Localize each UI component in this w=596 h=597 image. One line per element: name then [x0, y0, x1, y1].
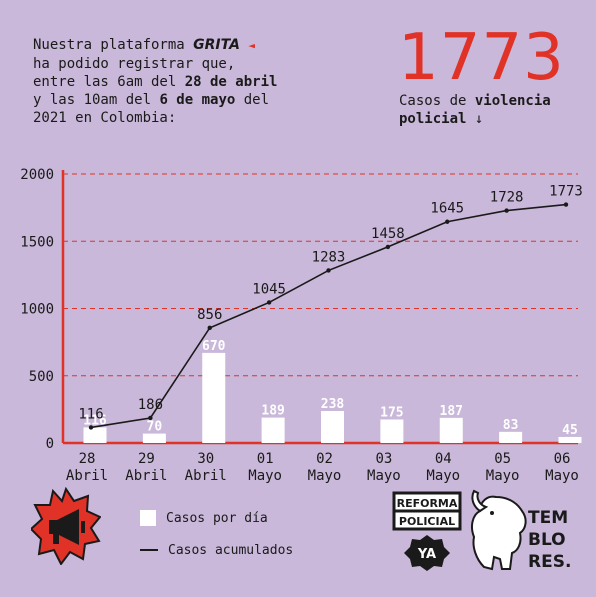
- legend-bar-swatch: [140, 510, 156, 526]
- megaphone-badge-icon: [31, 487, 101, 565]
- cumulative-point: [266, 300, 272, 305]
- x-tick-label: 06: [554, 451, 571, 467]
- bar-value-label: 238: [321, 397, 345, 412]
- cumulative-value-label: 1773: [549, 184, 583, 200]
- x-tick-label: 05: [494, 451, 511, 467]
- x-tick-label: 30: [197, 451, 214, 467]
- intro-line-4c: del: [235, 92, 270, 108]
- x-tick-label: Mayo: [367, 468, 401, 484]
- bar: [499, 431, 523, 443]
- bar-value-label: 187: [440, 404, 463, 419]
- x-tick-label: Mayo: [545, 468, 579, 484]
- y-tick-label: 0: [46, 436, 54, 452]
- reforma-policial-logo: REFORMA POLICIAL YA: [392, 491, 462, 571]
- cumulative-point: [563, 202, 569, 207]
- bar-value-label: 116: [83, 413, 107, 428]
- x-tick-label: Abril: [185, 468, 227, 484]
- legend-item-line: Casos acumulados: [140, 540, 293, 560]
- cumulative-point: [326, 268, 331, 273]
- intro-line-3a: entre las 6am del: [33, 74, 185, 90]
- y-tick-label: 2000: [20, 167, 54, 183]
- legend-bars-label: Casos por día: [166, 510, 268, 526]
- cumulative-point: [148, 415, 153, 421]
- bar: [321, 410, 344, 443]
- x-tick-label: 02: [316, 451, 333, 467]
- bar: [558, 436, 582, 443]
- x-tick-label: 01: [257, 451, 274, 467]
- legend-line-label: Casos acumulados: [168, 542, 294, 558]
- start-date: 28 de abril: [184, 74, 278, 90]
- x-tick-label: 03: [375, 451, 392, 467]
- cumulative-value-label: 1458: [371, 226, 405, 242]
- cumulative-point: [504, 208, 509, 213]
- bar-value-label: 189: [261, 404, 284, 419]
- caption-b: violencia policial: [399, 93, 551, 127]
- intro-text: Nuestra plataforma GRITA ◄ ha podido reg…: [33, 36, 363, 127]
- cumulative-point: [207, 325, 212, 331]
- bar-value-label: 83: [503, 418, 519, 433]
- svg-text:REFORMA: REFORMA: [397, 497, 458, 510]
- caption-a: Casos de: [399, 93, 475, 109]
- temblores-logo: TEM BLO RES.: [471, 489, 571, 572]
- y-tick-label: 1500: [20, 234, 54, 250]
- x-tick-label: Abril: [125, 468, 167, 484]
- bar: [261, 417, 285, 443]
- intro-line-4a: y las 10am del: [33, 92, 160, 108]
- x-tick-label: Abril: [66, 468, 108, 484]
- intro-line-1: Nuestra plataforma: [33, 37, 194, 53]
- cumulative-line: [90, 203, 567, 429]
- intro-line-2: ha podido registrar que,: [33, 56, 236, 72]
- down-arrow-icon: ↓: [474, 111, 484, 127]
- cumulative-value-label: 116: [78, 406, 103, 422]
- x-tick-label: 28: [79, 451, 96, 467]
- cumulative-value-label: 856: [197, 307, 222, 323]
- legend-item-bars: Casos por día: [140, 508, 293, 528]
- cumulative-value-label: 1283: [312, 249, 346, 265]
- svg-text:YA: YA: [417, 547, 436, 562]
- grita-brand: GRITA: [193, 37, 240, 53]
- cases-chart: 0 500 1000 1500 2000 116 70 670 189 238 175 187 83 45…: [20, 167, 583, 484]
- bar: [202, 352, 226, 443]
- temblores-line-3: RES.: [528, 552, 571, 572]
- cumulative-value-label: 186: [138, 397, 163, 413]
- x-tick-label: 29: [138, 451, 155, 467]
- svg-text:POLICIAL: POLICIAL: [399, 515, 455, 528]
- bar: [439, 417, 463, 443]
- cumulative-value-label: 1728: [490, 190, 524, 206]
- x-tick-label: Mayo: [426, 468, 460, 484]
- bar-value-label: 670: [202, 339, 226, 354]
- cumulative-value-label: 1645: [430, 201, 464, 217]
- cumulative-point: [445, 219, 450, 224]
- x-tick-label: Mayo: [486, 468, 520, 484]
- bar: [142, 433, 166, 443]
- bar-value-label: 70: [147, 420, 163, 435]
- intro-line-5: 2021 en Colombia:: [33, 110, 177, 126]
- x-tick-label: Mayo: [248, 468, 282, 484]
- temblores-line-1: TEM: [528, 508, 568, 528]
- total-cases: 1773: [398, 21, 565, 95]
- x-tick-label: Mayo: [308, 468, 342, 484]
- x-tick-label: 04: [435, 451, 452, 467]
- end-date: 6 de mayo: [159, 92, 236, 108]
- bar-value-label: 45: [562, 423, 578, 438]
- bar: [83, 427, 107, 443]
- temblores-line-2: BLO: [528, 530, 566, 550]
- bar-value-label: 175: [380, 405, 403, 420]
- y-tick-label: 1000: [20, 302, 54, 318]
- cumulative-value-label: 1045: [252, 281, 286, 297]
- megaphone-icon: ◄: [248, 39, 255, 52]
- cumulative-point: [385, 244, 391, 250]
- total-caption: Casos de violencia policial ↓: [399, 92, 589, 128]
- chart-legend: Casos por día Casos acumulados: [140, 508, 293, 572]
- bar: [380, 419, 404, 443]
- cumulative-point: [88, 425, 94, 430]
- legend-line-swatch: [140, 549, 158, 551]
- y-tick-label: 500: [29, 369, 54, 385]
